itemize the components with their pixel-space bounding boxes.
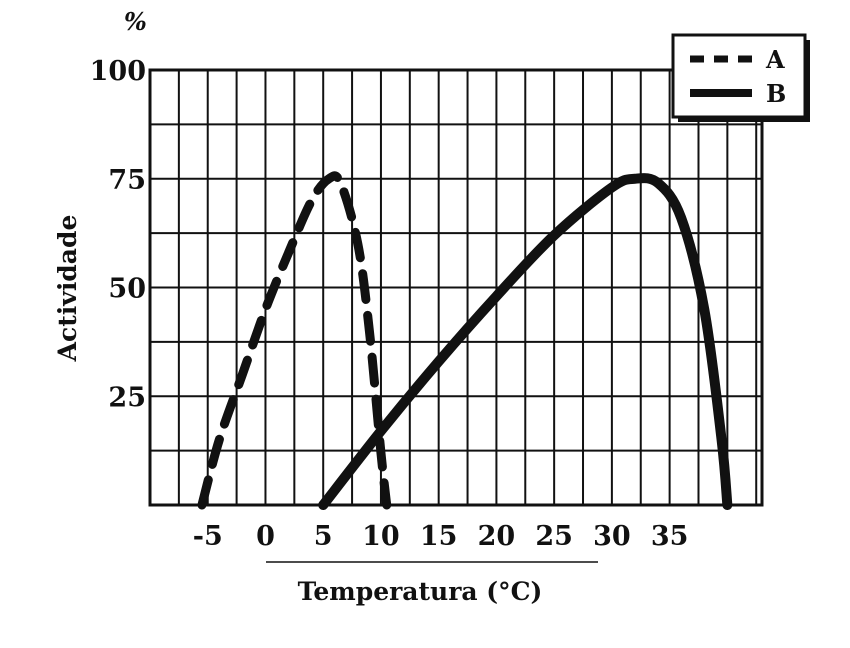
- x-tick-label: 20: [478, 521, 516, 552]
- tick-labels: -5 0 5 10 15 20 25 30 35 25 50 75 100: [90, 56, 689, 552]
- legend-box: [671, 33, 807, 119]
- x-tick-label: 0: [256, 521, 275, 552]
- x-tick-label: -5: [193, 521, 223, 552]
- series-line-b: [318, 173, 733, 510]
- legend-label-a: A: [765, 45, 785, 74]
- x-tick-label: 25: [535, 521, 573, 552]
- series-line-a: [197, 171, 392, 510]
- x-tick-label: 5: [314, 521, 333, 552]
- x-axis-title: Temperatura (°C): [298, 577, 543, 606]
- x-tick-label: 10: [362, 521, 400, 552]
- x-tick-label: 15: [420, 521, 458, 552]
- y-tick-label: 25: [108, 382, 146, 413]
- legend-label-b: B: [766, 79, 786, 108]
- x-tick-label: 35: [651, 521, 689, 552]
- y-axis-title: Actividade: [53, 215, 82, 363]
- plot-frame: [148, 68, 764, 507]
- y-tick-label: 100: [90, 56, 146, 87]
- y-tick-label: 75: [108, 165, 146, 196]
- x-tick-label: 30: [593, 521, 631, 552]
- y-tick-label: 50: [108, 274, 146, 305]
- series-layer: [197, 171, 733, 510]
- y-unit-label: %: [124, 7, 147, 36]
- grid: [150, 70, 762, 505]
- legend: A B: [671, 33, 810, 122]
